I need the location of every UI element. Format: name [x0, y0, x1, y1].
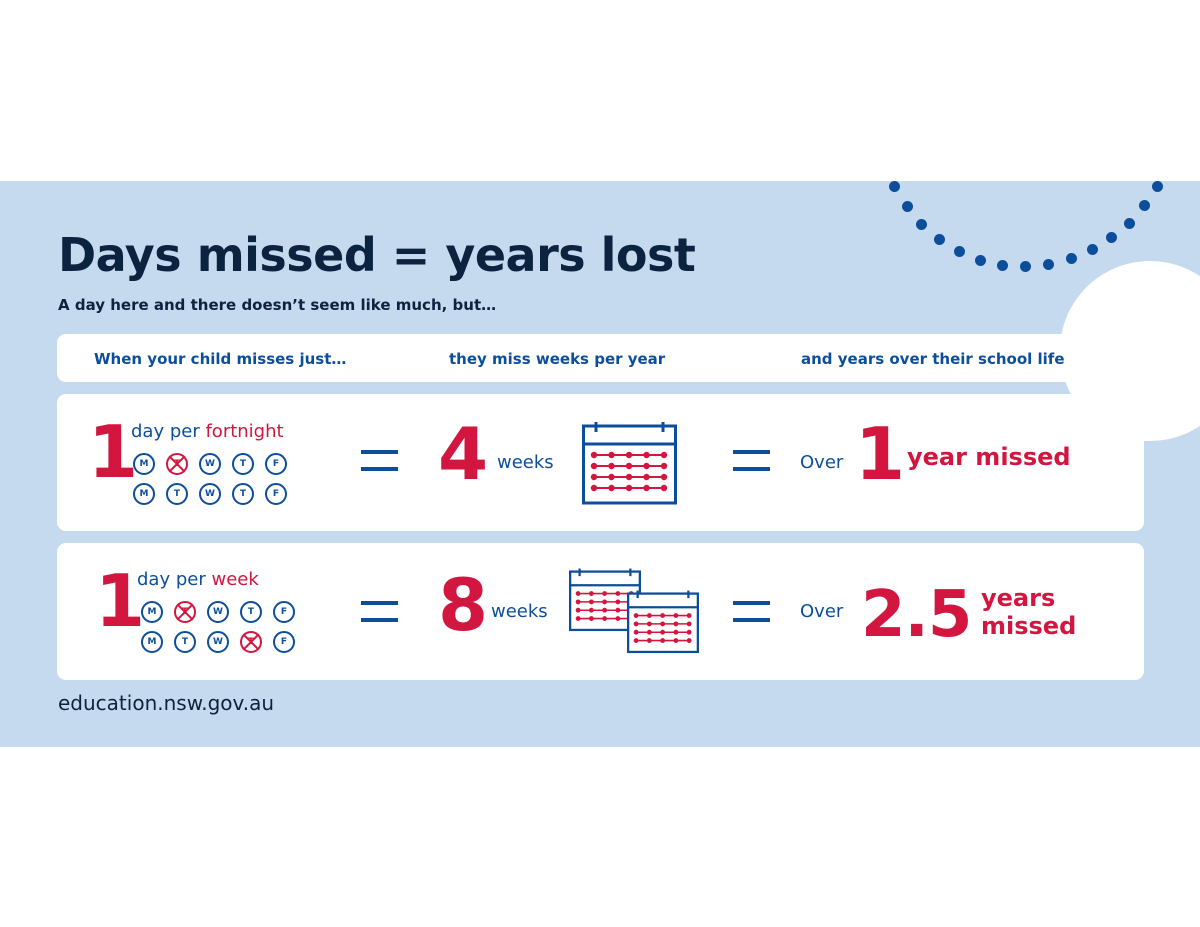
years-number: 1: [855, 412, 905, 496]
years-label-line1: years: [981, 584, 1056, 612]
years-label: year missed: [907, 443, 1071, 471]
column-header-years-school-life: and years over their school life: [801, 350, 1065, 368]
column-header-card: When your child misses just… they miss w…: [57, 334, 1144, 382]
calendar-icon: [582, 420, 677, 507]
weeks-number: 8: [438, 563, 488, 647]
day-circle: F: [273, 601, 295, 623]
day-circle: F: [265, 453, 287, 475]
day-circle: T: [232, 453, 254, 475]
day-circle: T: [232, 483, 254, 505]
row-day-per-week: 1 day per week M T W T F M T W T F 8 wee…: [57, 543, 1144, 680]
day-circle: F: [273, 631, 295, 653]
column-header-days-missed: When your child misses just…: [94, 350, 347, 368]
frequency-label: day per week: [137, 569, 259, 590]
weeks-label: weeks: [491, 601, 548, 622]
frequency-label: day per fortnight: [131, 421, 284, 442]
day-circle-missed: T: [174, 601, 196, 623]
day-circle: T: [174, 631, 196, 653]
frequency-unit: fortnight: [205, 421, 284, 442]
day-circle-missed: T: [166, 453, 188, 475]
calendar-icon: [627, 589, 699, 655]
day-circle: M: [141, 631, 163, 653]
frequency-unit: week: [211, 569, 259, 590]
over-label: Over: [800, 452, 844, 473]
day-circle: W: [207, 631, 229, 653]
years-number: 2.5: [861, 578, 972, 652]
day-circle: M: [133, 483, 155, 505]
footer-url: education.nsw.gov.au: [58, 691, 275, 715]
day-circle-missed: T: [240, 631, 262, 653]
day-circle: M: [133, 453, 155, 475]
column-header-weeks-per-year: they miss weeks per year: [449, 350, 666, 368]
day-circle: W: [199, 483, 221, 505]
day-circle: W: [207, 601, 229, 623]
days-missed-number: 1: [88, 410, 138, 494]
infographic-panel: Days missed = years lost A day here and …: [0, 181, 1200, 747]
day-circle: W: [199, 453, 221, 475]
day-circle: M: [141, 601, 163, 623]
weeks-label: weeks: [497, 452, 554, 473]
frequency-prefix: day per: [131, 421, 200, 442]
day-circle: F: [265, 483, 287, 505]
page-subtitle: A day here and there doesn’t seem like m…: [58, 296, 497, 314]
over-label: Over: [800, 601, 844, 622]
years-label-line2: missed: [981, 612, 1077, 640]
day-circle: T: [240, 601, 262, 623]
days-missed-number: 1: [95, 559, 145, 643]
row-day-per-fortnight: 1 day per fortnight M T W T F M T W T F …: [57, 394, 1144, 531]
day-circle: T: [166, 483, 188, 505]
weeks-number: 4: [438, 412, 488, 496]
page-title: Days missed = years lost: [58, 228, 696, 282]
frequency-prefix: day per: [137, 569, 206, 590]
